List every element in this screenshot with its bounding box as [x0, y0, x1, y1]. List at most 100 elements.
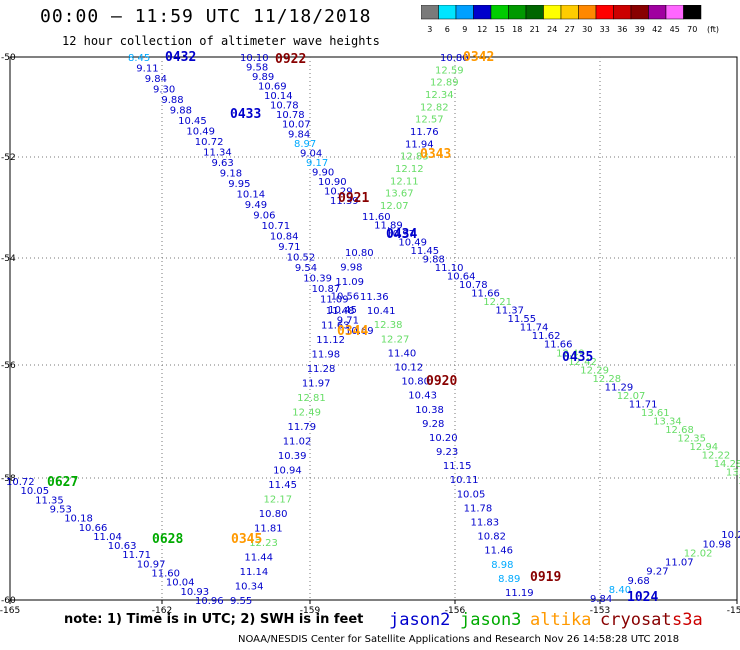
- swh-value: 10.98: [703, 539, 732, 550]
- lat-tick-label: -54: [1, 254, 16, 264]
- swh-value: 10.93: [181, 587, 210, 598]
- swh-value: 11.71: [122, 550, 151, 561]
- swh-value: 12.59: [435, 65, 464, 76]
- swh-value: 12.83: [400, 152, 429, 163]
- swh-value: 9.98: [340, 263, 362, 274]
- colorbar-label: 3: [427, 25, 432, 34]
- swh-value: 12.11: [390, 176, 419, 187]
- swh-value: 12.35: [677, 433, 706, 444]
- swh-value: 9.89: [252, 72, 274, 83]
- map-subtitle: 12 hour collection of altimeter wave hei…: [62, 34, 380, 48]
- swh-value: 11.78: [464, 503, 493, 514]
- swh-value: 10.07: [282, 120, 311, 131]
- swh-value: 11.76: [410, 127, 439, 138]
- swh-value: 9.71: [278, 242, 300, 253]
- swh-value: 12.38: [374, 320, 403, 331]
- colorbar-label: 36: [617, 25, 627, 34]
- swh-value: 10.90: [318, 177, 347, 188]
- swh-value: 10.56: [331, 292, 360, 303]
- swh-value: 11.45: [411, 246, 440, 257]
- swh-value: 12.49: [292, 408, 321, 419]
- colorbar-label: 24: [547, 25, 557, 34]
- swh-value: 11.63: [321, 321, 350, 332]
- swh-value: 9.54: [295, 263, 317, 274]
- colorbar: 3 6 9 12 15 18 21 24 27 30 33 36 39 42 45 70 (ft): [421, 5, 719, 34]
- colorbar-label: 33: [600, 25, 610, 34]
- swh-value: 10.43: [408, 391, 437, 402]
- colorbar-label: 45: [670, 25, 680, 34]
- time-tag: 0433: [230, 107, 261, 122]
- legend-altika: altika: [530, 610, 592, 630]
- swh-value: 9.68: [628, 576, 650, 587]
- swh-value: 11.45: [268, 480, 297, 491]
- swh-value: 11.07: [665, 558, 694, 569]
- swh-value: 10.45: [178, 116, 207, 127]
- swh-value: 9.58: [246, 63, 268, 74]
- lat-tick-label: -56: [1, 361, 16, 371]
- swh-value: 9.11: [136, 64, 158, 75]
- swh-value: 11.28: [307, 364, 336, 375]
- swh-value: 12.29: [580, 365, 609, 376]
- swh-value: 11.19: [505, 588, 534, 599]
- swh-value: 8.45: [128, 53, 150, 64]
- time-tag: 0344: [337, 324, 368, 339]
- swh-value: 11.66: [544, 340, 573, 351]
- swh-value: 10.78: [459, 280, 488, 291]
- swh-value: 10.20: [429, 433, 458, 444]
- lon-tick-label: -165: [0, 606, 20, 616]
- swh-value: 9.71: [337, 316, 359, 327]
- swh-value: 9.53: [50, 505, 72, 516]
- swh-value: 9.23: [436, 447, 458, 458]
- time-tag: 0921: [338, 191, 369, 206]
- swh-value: 9.84: [590, 594, 612, 605]
- lon-tick-label: -162: [152, 606, 172, 616]
- colorbar-label: 27: [565, 25, 575, 34]
- swh-value: 12.34: [425, 90, 454, 101]
- swh-value: 10.14: [264, 91, 293, 102]
- colorbar-unit: (ft): [707, 25, 719, 34]
- swh-value: 9.84: [288, 129, 310, 140]
- swh-value: 10.64: [447, 272, 476, 283]
- swh-value: 13.61: [641, 408, 670, 419]
- map-title: 00:00 – 11:59 UTC 11/18/2018: [40, 6, 372, 27]
- time-tag: 0342: [463, 50, 494, 65]
- swh-value: 9.90: [312, 167, 334, 178]
- colorbar-label: 18: [512, 25, 522, 34]
- swh-value: 10.72: [195, 137, 224, 148]
- swh-value: 11.81: [254, 524, 283, 535]
- swh-value: 8.97: [294, 139, 316, 150]
- swh-value: 9.17: [306, 158, 328, 169]
- swh-value: 11.35: [35, 495, 64, 506]
- swh-value: 10.87: [312, 284, 341, 295]
- swh-value: 11.71: [629, 399, 658, 410]
- swh-value: 8.40: [609, 585, 631, 596]
- swh-value: 12.22: [702, 451, 731, 462]
- swh-value: 10.80: [440, 53, 469, 64]
- swh-value: 12.82: [420, 102, 449, 113]
- lat-tick-label: -52: [1, 153, 16, 163]
- swh-value: 12.07: [380, 201, 409, 212]
- swh-value: 11.55: [508, 314, 537, 325]
- swh-value: 11.44: [244, 553, 273, 564]
- legend-s3a: s3a: [672, 610, 703, 630]
- swh-value: 10.78: [276, 110, 305, 121]
- swh-value: 11.60: [151, 569, 180, 580]
- swh-value: 11.09: [335, 277, 364, 288]
- swh-value: 10.94: [273, 466, 302, 477]
- footer-credit: NOAA/NESDIS Center for Satellite Applica…: [238, 634, 680, 645]
- swh-value: 10.63: [108, 541, 137, 552]
- swh-value: 11.04: [93, 532, 122, 543]
- lon-tick-label: -156: [445, 606, 466, 616]
- swh-value: 11.02: [283, 437, 312, 448]
- swh-value: 12.57: [415, 115, 444, 126]
- swh-value: 9.49: [245, 200, 267, 211]
- note-text: note: 1) Time is in UTC; 2) SWH is in fe…: [64, 612, 364, 627]
- swh-value: 10.39: [303, 274, 332, 285]
- lat-tick-label: -58: [1, 474, 16, 484]
- swh-value: 10.97: [386, 229, 415, 240]
- map-frame: [9, 56, 738, 601]
- swh-value: 11.74: [520, 323, 549, 334]
- swh-value: 11.79: [288, 422, 317, 433]
- swh-value: 12.81: [297, 393, 326, 404]
